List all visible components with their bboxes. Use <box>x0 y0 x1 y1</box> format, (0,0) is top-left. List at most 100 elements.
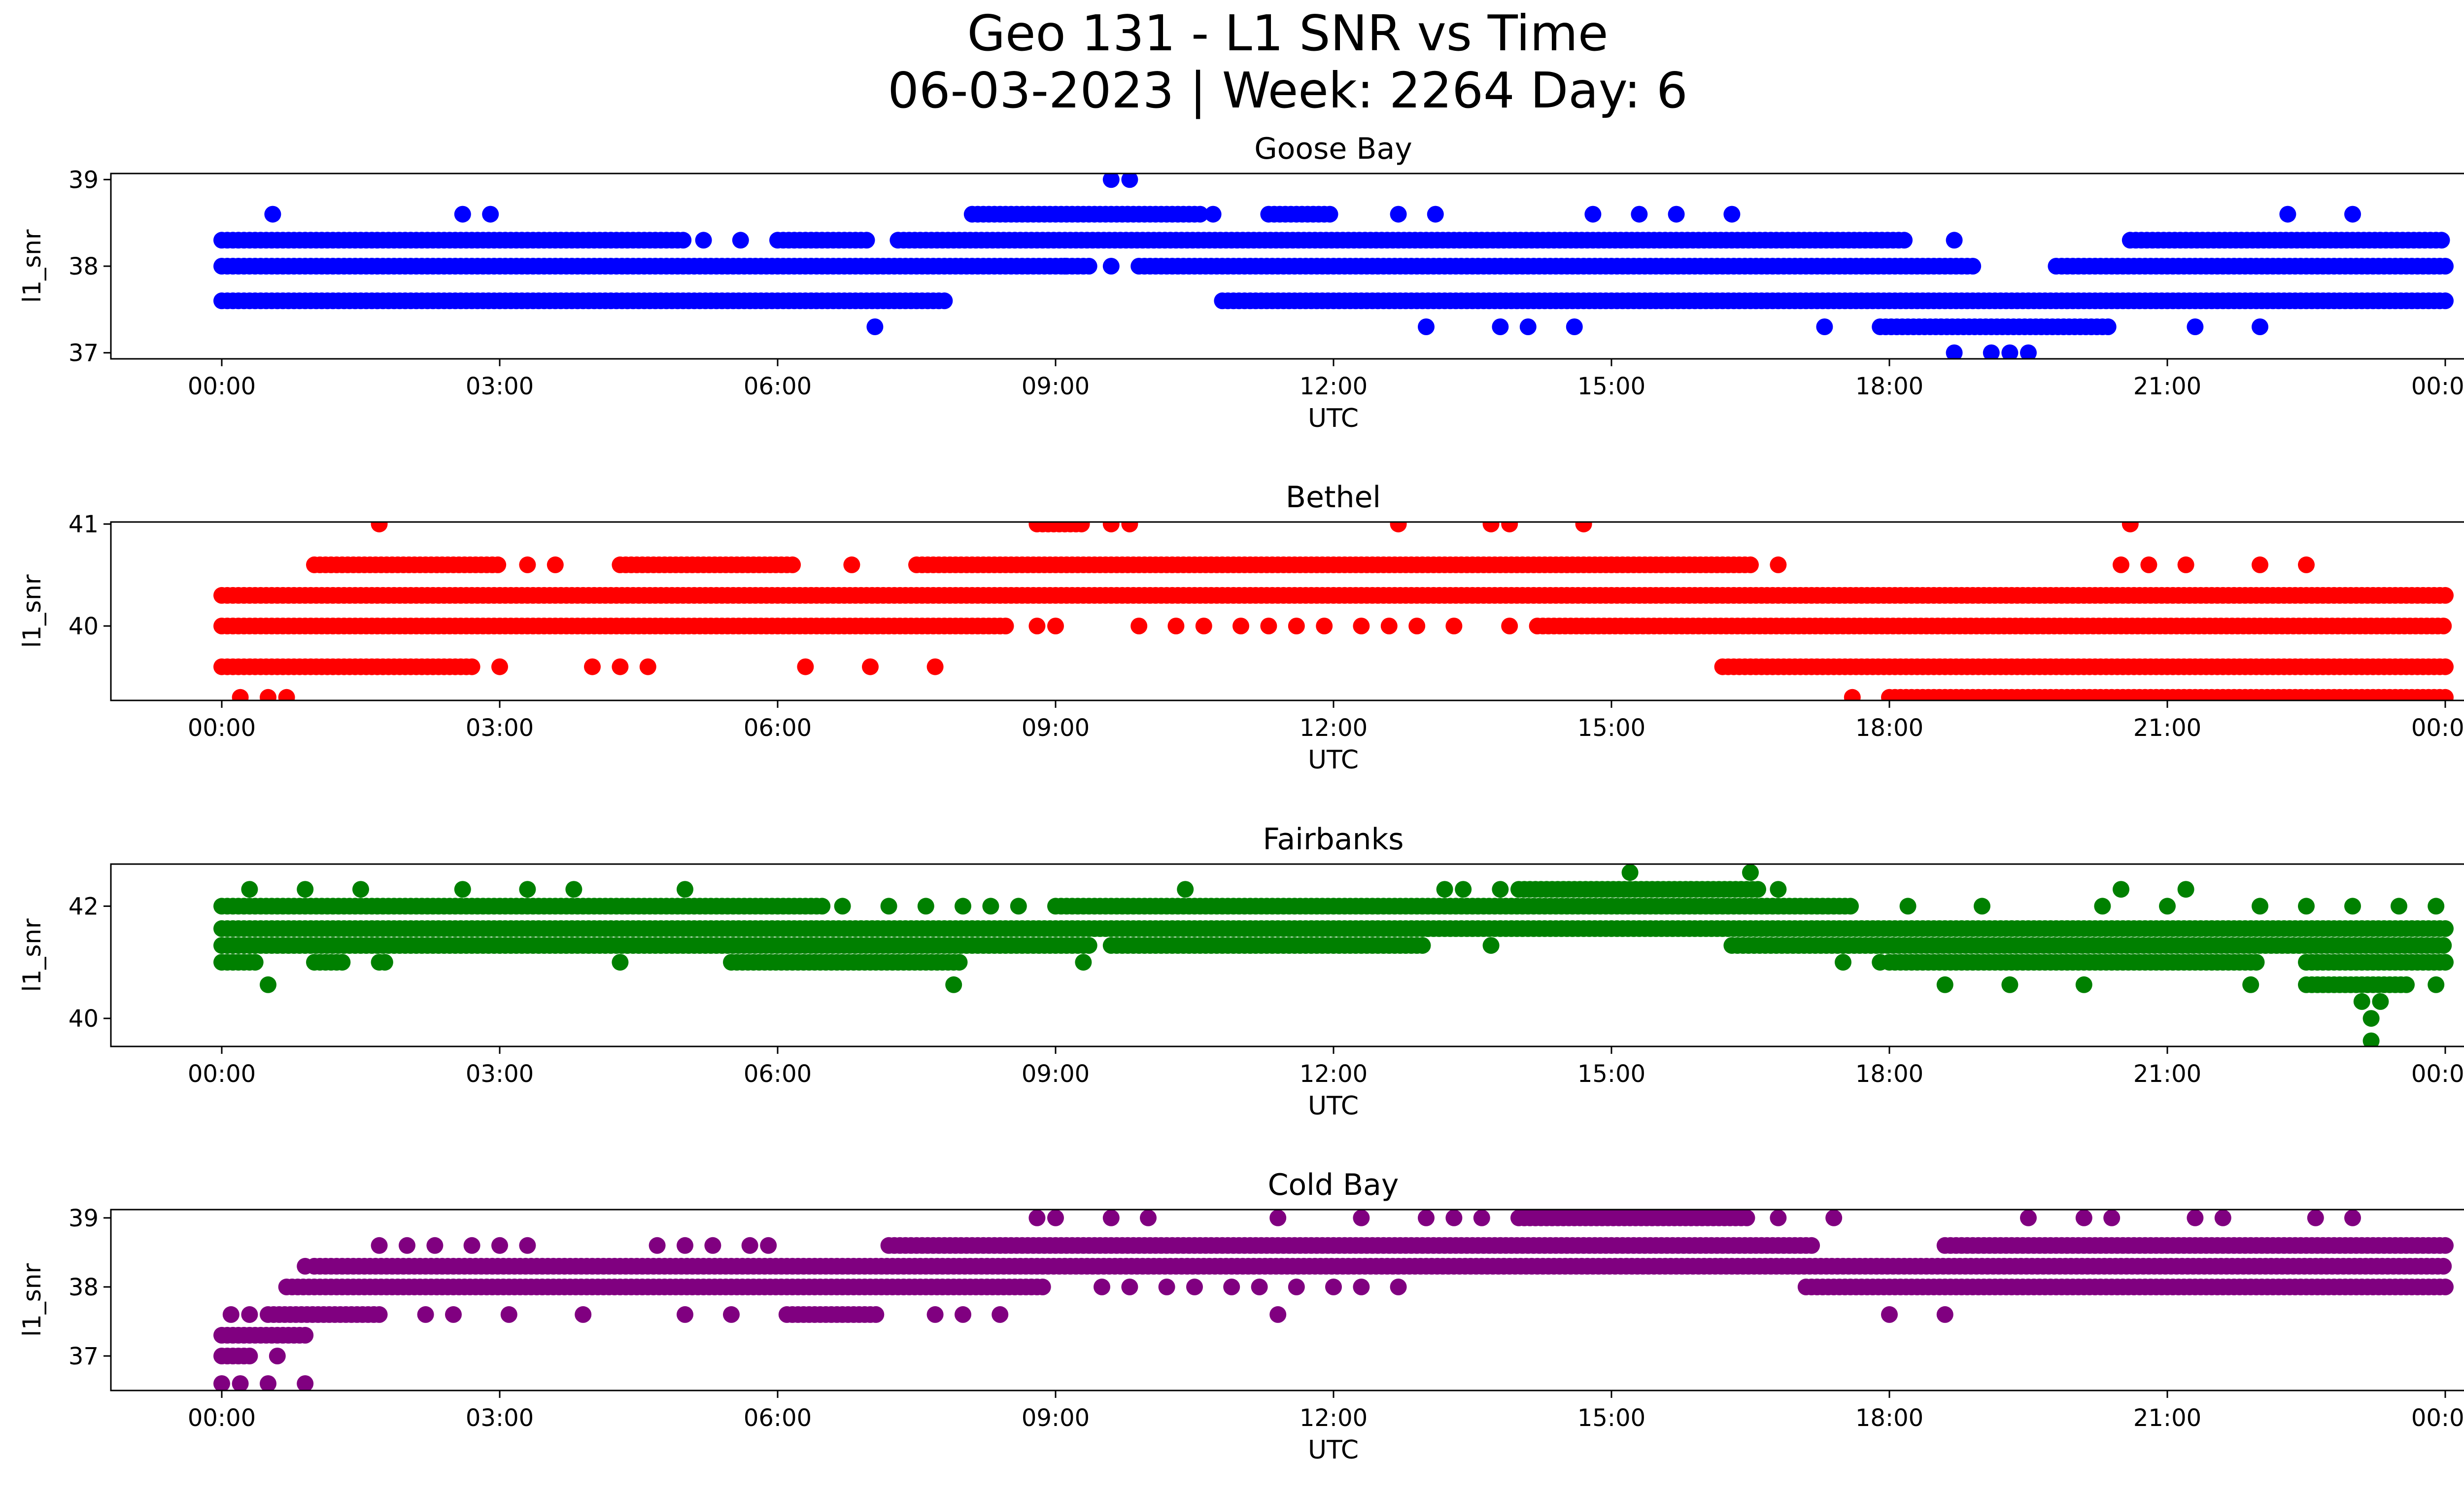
data-point <box>1251 1278 1268 1295</box>
x-tick-label: 09:00 <box>1022 1060 1090 1088</box>
figure-title-line2: 06-03-2023 | Week: 2264 Day: 6 <box>888 62 1687 119</box>
data-point <box>1455 881 1472 898</box>
data-points <box>213 864 2454 1046</box>
data-point <box>1946 232 1963 249</box>
x-tick-label: 00:00 <box>2411 1404 2464 1432</box>
data-point <box>1408 618 1426 634</box>
x-tick-label: 09:00 <box>1022 1404 1090 1432</box>
y-tick-label: 41 <box>68 511 99 538</box>
data-point <box>1501 522 1518 533</box>
data-point <box>2252 556 2268 573</box>
data-point <box>1390 522 1407 533</box>
data-point <box>982 898 999 915</box>
data-point <box>2362 1032 2380 1046</box>
data-point <box>1899 898 1916 915</box>
data-point <box>1102 522 1120 533</box>
data-point <box>1742 864 1759 881</box>
data-point <box>1835 954 1851 971</box>
data-point <box>2435 937 2452 954</box>
x-tick-label: 06:00 <box>744 714 812 742</box>
data-point <box>2075 1210 2092 1226</box>
data-point <box>936 292 953 310</box>
data-point <box>2094 898 2111 915</box>
data-point <box>2353 993 2370 1010</box>
data-point <box>1418 318 1435 335</box>
data-point <box>463 658 480 675</box>
data-point <box>1177 881 1194 898</box>
data-point <box>2398 976 2415 993</box>
data-point <box>454 881 471 898</box>
data-point <box>2437 689 2454 700</box>
data-point <box>677 1237 693 1254</box>
data-point <box>1316 618 1333 634</box>
data-point <box>639 658 656 675</box>
data-point <box>2242 976 2259 993</box>
data-point <box>1075 954 1092 971</box>
data-point <box>2020 344 2037 359</box>
x-tick-label: 15:00 <box>1577 1060 1645 1088</box>
data-point <box>1167 618 1185 634</box>
data-point <box>246 954 264 971</box>
data-point <box>1102 1210 1120 1226</box>
data-point <box>519 1237 536 1254</box>
data-point <box>1140 1210 1157 1226</box>
x-tick-label: 12:00 <box>1300 714 1368 742</box>
data-point <box>1288 1278 1305 1295</box>
data-point <box>1631 206 1648 223</box>
x-tick-label: 00:00 <box>2411 714 2464 742</box>
data-point <box>297 1375 314 1391</box>
x-tick-label: 15:00 <box>1577 1404 1645 1432</box>
data-point <box>866 318 884 335</box>
x-tick-label: 15:00 <box>1577 714 1645 742</box>
data-point <box>1803 1237 1820 1254</box>
x-tick-label: 06:00 <box>744 1060 812 1088</box>
data-point <box>2075 976 2092 993</box>
data-point <box>1584 206 1602 223</box>
data-point <box>376 954 393 971</box>
data-point <box>784 556 801 573</box>
data-point <box>2122 522 2139 533</box>
data-point <box>1881 1306 1898 1323</box>
data-point <box>241 881 258 898</box>
x-tick-label: 18:00 <box>1855 1404 1923 1432</box>
data-point <box>797 658 814 675</box>
data-point <box>1260 618 1277 634</box>
data-point <box>2307 1210 2324 1226</box>
data-point <box>2177 556 2194 573</box>
data-point <box>2344 1210 2361 1226</box>
data-point <box>269 1348 286 1364</box>
x-tick-label: 00:00 <box>2411 373 2464 400</box>
data-point <box>2187 1210 2204 1226</box>
data-point <box>2437 658 2454 675</box>
data-point <box>2437 1237 2454 1254</box>
x-tick-label: 09:00 <box>1022 373 1090 400</box>
data-point <box>2103 1210 2121 1226</box>
data-point <box>2113 881 2129 898</box>
data-point <box>677 1306 693 1323</box>
data-point <box>612 658 629 675</box>
data-point <box>445 1306 462 1323</box>
data-point <box>917 898 934 915</box>
data-point <box>2099 318 2117 335</box>
y-axis-label: l1_snr <box>18 1263 46 1337</box>
data-point <box>1770 881 1787 898</box>
y-tick-label: 40 <box>68 1005 99 1033</box>
data-point <box>491 1237 508 1254</box>
data-point <box>1047 618 1064 634</box>
y-axis-label: l1_snr <box>18 918 46 992</box>
data-point <box>491 658 508 675</box>
data-point <box>2187 318 2204 335</box>
data-point <box>677 881 693 898</box>
data-point <box>1519 318 1537 335</box>
data-point <box>1872 954 1889 971</box>
data-point <box>760 1237 777 1254</box>
data-point <box>1738 1210 1755 1226</box>
x-tick-label: 00:00 <box>188 1060 256 1088</box>
data-point <box>1825 1210 1843 1226</box>
y-tick-label: 39 <box>68 166 99 194</box>
y-axis-label: l1_snr <box>18 229 46 303</box>
data-point <box>1269 1306 1287 1323</box>
